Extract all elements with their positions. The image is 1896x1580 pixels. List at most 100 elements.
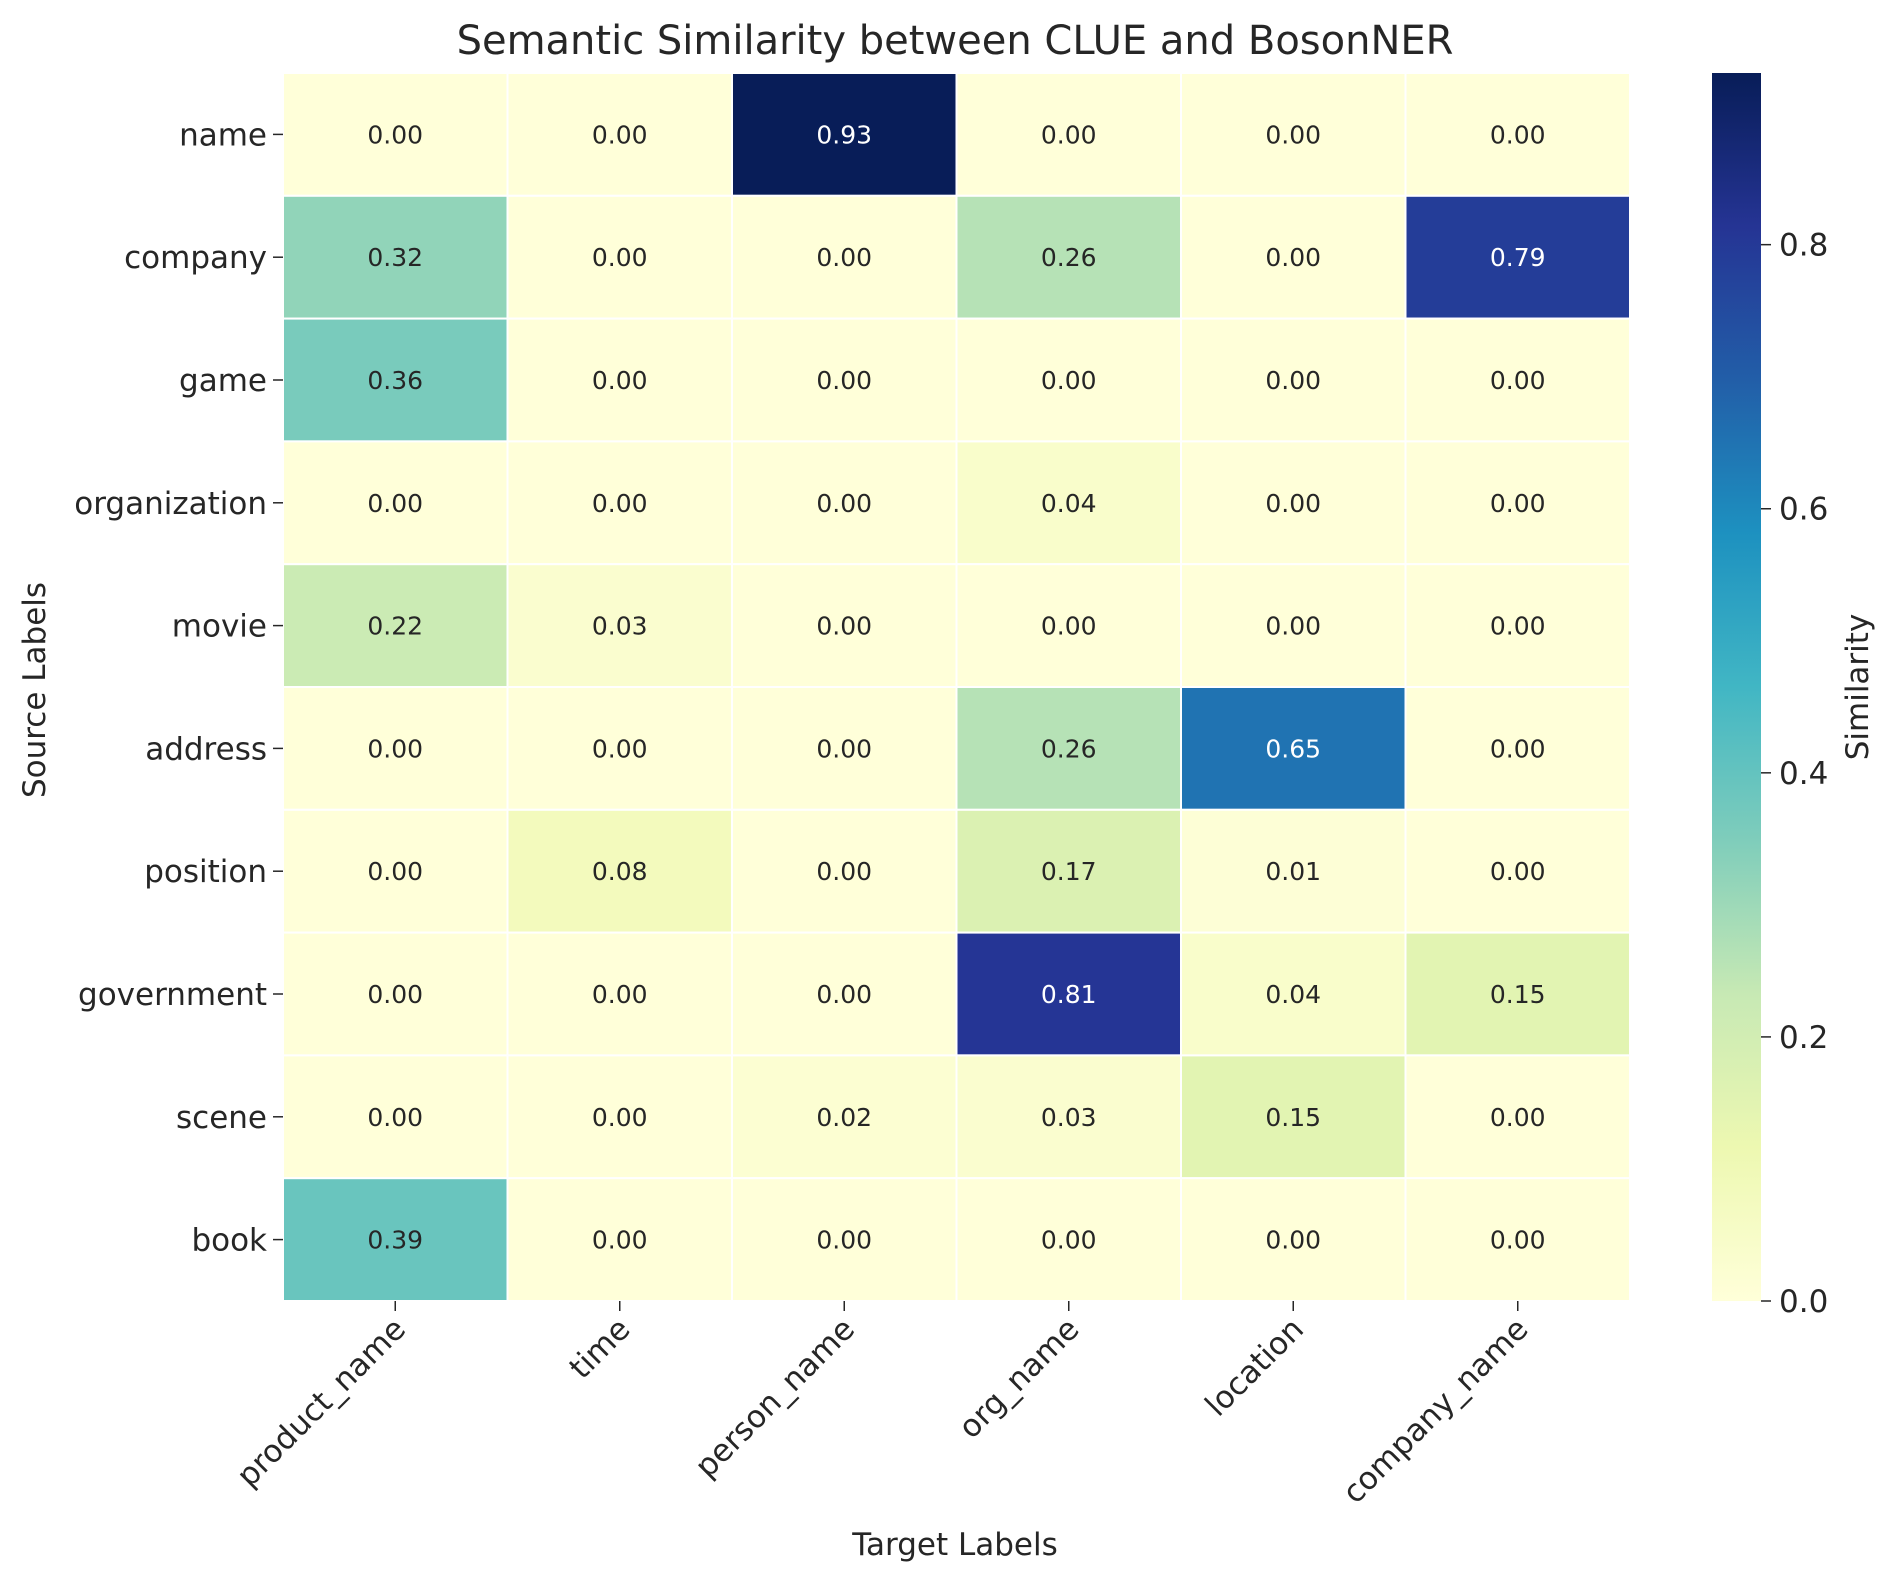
x-tick-label: time bbox=[562, 1311, 637, 1386]
cell-value-label: 0.00 bbox=[1490, 366, 1546, 395]
cell-value-label: 0.00 bbox=[816, 980, 872, 1009]
heatmap-cell bbox=[282, 317, 509, 443]
heatmap-cell bbox=[506, 317, 733, 443]
cell-value-label: 0.00 bbox=[1041, 366, 1097, 395]
colorbar-label: Similarity bbox=[1840, 614, 1876, 761]
cell-value-label: 0.00 bbox=[592, 980, 648, 1009]
heatmap-cell bbox=[1404, 440, 1631, 566]
heatmap-cell bbox=[506, 1177, 733, 1302]
heatmap-cell bbox=[955, 563, 1182, 689]
heatmap-cell bbox=[731, 72, 958, 197]
cell-value-label: 0.03 bbox=[1041, 1103, 1097, 1132]
cell-value-label: 0.03 bbox=[592, 612, 648, 641]
heatmap-cell bbox=[282, 72, 509, 197]
cell-value-label: 0.00 bbox=[367, 857, 423, 886]
cell-value-label: 0.93 bbox=[816, 120, 872, 149]
heatmap-cell bbox=[1180, 563, 1407, 689]
cell-value-label: 0.15 bbox=[1490, 980, 1546, 1009]
cell-value-label: 0.00 bbox=[1041, 120, 1097, 149]
cell-value-label: 0.00 bbox=[816, 366, 872, 395]
cell-value-label: 0.00 bbox=[1265, 366, 1321, 395]
cell-value-label: 0.00 bbox=[1490, 612, 1546, 641]
cell-value-label: 0.02 bbox=[816, 1103, 872, 1132]
cell-value-label: 0.32 bbox=[367, 243, 423, 272]
cell-value-label: 0.00 bbox=[816, 243, 872, 272]
y-axis-label: Source Labels bbox=[17, 582, 53, 798]
x-tick-label: company_name bbox=[1336, 1311, 1536, 1511]
cell-value-label: 0.00 bbox=[1490, 489, 1546, 518]
heatmap-cell bbox=[1404, 808, 1631, 934]
heatmap-cell bbox=[731, 931, 958, 1057]
heatmap-cell bbox=[1404, 317, 1631, 443]
cell-value-label: 0.81 bbox=[1041, 980, 1097, 1009]
cell-value-label: 0.00 bbox=[592, 120, 648, 149]
heatmap-cell bbox=[282, 440, 509, 566]
heatmap-cell bbox=[731, 1054, 958, 1180]
heatmap-cell bbox=[506, 72, 733, 197]
heatmap-cell bbox=[282, 1054, 509, 1180]
heatmap-cell bbox=[506, 440, 733, 566]
cell-value-label: 0.00 bbox=[1265, 489, 1321, 518]
y-tick-label: address bbox=[145, 731, 267, 767]
cell-value-label: 0.00 bbox=[592, 366, 648, 395]
heatmap-cell bbox=[955, 72, 1182, 197]
y-tick-label: organization bbox=[74, 486, 267, 522]
cell-value-label: 0.15 bbox=[1265, 1103, 1321, 1132]
x-tick-label: product_name bbox=[230, 1311, 413, 1494]
cell-value-label: 0.00 bbox=[816, 1226, 872, 1255]
colorbar-tick-label: 0.4 bbox=[1779, 756, 1828, 792]
colorbar bbox=[1712, 73, 1761, 1301]
colorbar-tick-label: 0.2 bbox=[1779, 1020, 1828, 1056]
heatmap-cell bbox=[731, 440, 958, 566]
y-tick-label: movie bbox=[172, 609, 267, 645]
heatmap-cell bbox=[506, 194, 733, 320]
cell-value-label: 0.00 bbox=[816, 734, 872, 763]
heatmap-cell bbox=[1404, 686, 1631, 811]
heatmap-cell bbox=[282, 563, 509, 689]
cell-value-label: 0.04 bbox=[1265, 980, 1321, 1009]
cell-value-label: 0.79 bbox=[1490, 243, 1546, 272]
chart-title: Semantic Similarity between CLUE and Bos… bbox=[457, 18, 1454, 64]
cell-value-label: 0.00 bbox=[1490, 1226, 1546, 1255]
heatmap-cell bbox=[1180, 72, 1407, 197]
y-tick-label: book bbox=[191, 1223, 267, 1259]
cell-value-label: 0.00 bbox=[1265, 243, 1321, 272]
heatmap-cell bbox=[1404, 194, 1631, 320]
cell-value-label: 0.00 bbox=[367, 734, 423, 763]
colorbar-tick-label: 0.6 bbox=[1779, 492, 1828, 528]
y-tick-label: scene bbox=[176, 1100, 267, 1136]
cell-value-labels: 0.00 0.00 0.93 0.00 0.00 0.00 0.32 0.00 0.00 0.26… bbox=[367, 120, 1545, 1254]
heatmap-cell bbox=[282, 1177, 509, 1302]
cell-value-label: 0.00 bbox=[367, 980, 423, 1009]
cell-value-label: 0.36 bbox=[367, 366, 423, 395]
heatmap-cell bbox=[955, 931, 1182, 1057]
heatmap-cell bbox=[1180, 931, 1407, 1057]
cell-value-label: 0.00 bbox=[592, 734, 648, 763]
cell-value-label: 0.00 bbox=[592, 1103, 648, 1132]
heatmap-cell bbox=[1180, 1177, 1407, 1302]
y-axis-ticks: name company game organization movie address p… bbox=[74, 117, 283, 1259]
heatmap-cell bbox=[1404, 931, 1631, 1057]
cell-value-label: 0.00 bbox=[367, 120, 423, 149]
y-tick-label: position bbox=[144, 854, 267, 890]
cell-value-label: 0.00 bbox=[1265, 120, 1321, 149]
cell-value-label: 0.00 bbox=[816, 612, 872, 641]
heatmap-cell bbox=[282, 686, 509, 811]
cell-value-label: 0.39 bbox=[367, 1226, 423, 1255]
cell-value-label: 0.00 bbox=[1041, 1226, 1097, 1255]
cell-value-label: 0.00 bbox=[1490, 857, 1546, 886]
heatmap-cell bbox=[955, 440, 1182, 566]
cell-value-label: 0.17 bbox=[1041, 857, 1097, 886]
heatmap-cell bbox=[506, 1054, 733, 1180]
x-axis-ticks: product_name time person_name org_name locat… bbox=[230, 1301, 1535, 1511]
y-tick-label: name bbox=[179, 117, 267, 153]
colorbar-tick-label: 0.0 bbox=[1779, 1284, 1828, 1320]
heatmap-cells bbox=[282, 72, 1631, 1302]
cell-value-label: 0.08 bbox=[592, 857, 648, 886]
cell-value-label: 0.00 bbox=[592, 489, 648, 518]
cell-value-label: 0.00 bbox=[816, 857, 872, 886]
colorbar-ticks: 0.0 0.2 0.4 0.6 0.8 bbox=[1761, 228, 1828, 1320]
heatmap-cell bbox=[1180, 686, 1407, 811]
y-tick-label: government bbox=[78, 977, 267, 1013]
